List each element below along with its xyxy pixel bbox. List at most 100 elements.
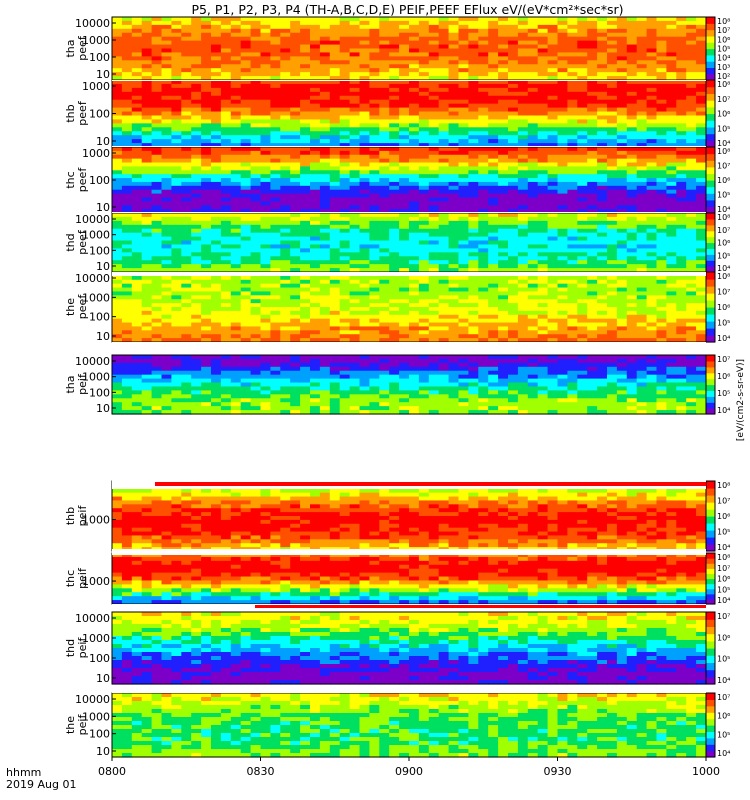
heat-cell <box>260 56 271 61</box>
heat-cell <box>537 264 549 269</box>
heat-cell <box>211 268 222 273</box>
heat-cell <box>369 279 380 285</box>
heat-cell <box>349 307 361 312</box>
heat-cell <box>399 115 410 121</box>
heat-cell <box>260 32 271 38</box>
colorbar-swatch <box>706 106 715 115</box>
heat-cell <box>607 322 618 328</box>
heat-cell <box>488 162 499 168</box>
heat-cell <box>201 107 212 113</box>
heat-cell <box>201 209 212 214</box>
heat-cell <box>151 107 163 113</box>
heat-cell <box>636 83 648 89</box>
heat-cell <box>409 24 420 30</box>
heat-cell <box>567 197 578 202</box>
heat-cell <box>211 170 222 175</box>
heat-cell <box>666 36 677 42</box>
heat-cell <box>597 56 608 61</box>
heat-cell <box>201 291 212 296</box>
heat-cell <box>359 91 370 97</box>
heat-cell <box>468 32 479 38</box>
heat-cell <box>557 150 568 156</box>
heat-cell <box>468 123 479 128</box>
heat-cell <box>418 283 430 289</box>
heat-cell <box>636 185 648 191</box>
heat-cell <box>557 232 568 238</box>
heat-cell <box>418 224 430 230</box>
heat-cell <box>310 295 321 300</box>
heat-cell <box>171 189 182 195</box>
heat-cell <box>379 44 390 50</box>
heat-cell <box>676 139 687 144</box>
heat-cell <box>696 205 707 210</box>
heat-cell <box>488 303 499 308</box>
heat-cell <box>696 127 707 132</box>
heat-cell <box>517 224 529 230</box>
heat-cell <box>112 119 123 124</box>
heat-cell <box>458 44 469 50</box>
heat-cell <box>676 213 687 218</box>
heat-cell <box>181 307 192 312</box>
heat-cell <box>171 236 182 242</box>
heat-cell <box>349 174 361 179</box>
heat-cell <box>656 131 667 136</box>
heat-cell <box>616 95 628 101</box>
heat-cell <box>547 115 559 121</box>
heat-cell <box>577 326 588 331</box>
heat-cell <box>527 60 539 65</box>
colorbar-swatch <box>706 206 715 214</box>
heat-cell <box>310 72 321 77</box>
heat-cell <box>319 310 331 316</box>
heat-cell <box>547 264 559 269</box>
heat-cell <box>319 287 331 293</box>
heat-cell <box>121 279 133 285</box>
heat-cell <box>220 139 232 144</box>
heat-cell <box>131 244 143 249</box>
heat-cell <box>349 40 361 46</box>
heat-cell <box>498 283 509 289</box>
heat-cell <box>527 40 539 46</box>
heat-cell <box>270 143 281 148</box>
heat-cell <box>597 166 608 171</box>
heat-cell <box>517 244 529 249</box>
heat-cell <box>329 264 341 269</box>
heat-cell <box>666 91 677 97</box>
heat-cell <box>458 197 469 202</box>
heat-cell <box>626 299 638 304</box>
heat-cell <box>220 268 232 273</box>
heat-cell <box>438 40 450 46</box>
heat-cell <box>498 174 509 179</box>
heat-cell <box>458 28 469 34</box>
heat-cell <box>646 236 658 242</box>
heat-cell <box>339 154 351 160</box>
heat-cell <box>527 244 539 249</box>
heat-cell <box>191 256 202 261</box>
heat-cell <box>547 80 559 85</box>
heat-cell <box>547 326 559 331</box>
heat-cell <box>577 201 588 206</box>
heat-cell <box>468 76 479 81</box>
colorbar-tick-label: 10⁴ <box>717 264 730 273</box>
heat-cell <box>121 268 133 273</box>
heat-cell <box>310 178 321 183</box>
heat-cell <box>220 119 232 124</box>
heat-cell <box>567 291 578 296</box>
heat-cell <box>488 248 499 253</box>
heat-cell <box>636 189 648 195</box>
heat-cell <box>181 40 192 46</box>
heat-cell <box>359 95 370 101</box>
heat-cell <box>488 17 499 22</box>
heat-cell <box>131 189 143 195</box>
heat-cell <box>191 252 202 257</box>
heat-cell <box>577 213 588 218</box>
panel-y-label: peef <box>76 229 89 255</box>
heat-cell <box>646 127 658 132</box>
heat-cell <box>428 36 440 42</box>
heat-cell <box>250 95 262 101</box>
heat-cell <box>607 307 618 312</box>
heat-cell <box>240 310 252 316</box>
heat-cell <box>527 95 539 101</box>
heat-cell <box>478 103 489 109</box>
heat-cell <box>171 334 182 339</box>
heat-cell <box>508 213 519 218</box>
